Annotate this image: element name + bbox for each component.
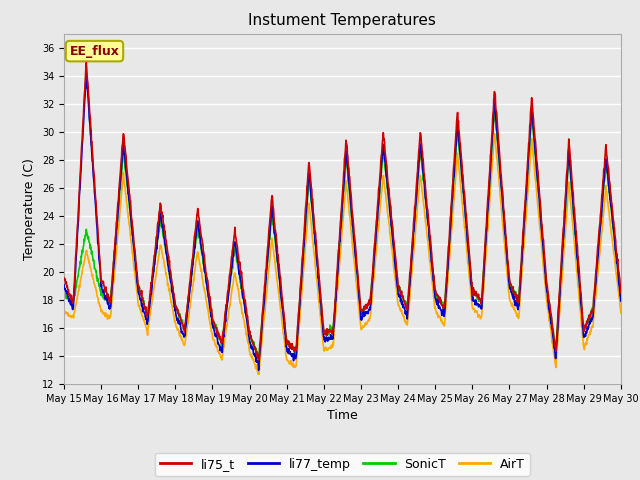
SonicT <box>617 293 625 299</box>
li77_temp <box>617 298 625 304</box>
SonicT <box>297 286 305 291</box>
SonicT <box>60 295 68 300</box>
SonicT <box>253 355 261 361</box>
AirT <box>103 312 111 317</box>
li77_temp <box>126 206 134 212</box>
li75_t <box>104 294 111 300</box>
Y-axis label: Temperature (C): Temperature (C) <box>23 158 36 260</box>
AirT <box>308 231 316 237</box>
AirT <box>378 194 385 200</box>
li77_temp <box>83 70 90 76</box>
li75_t <box>319 314 326 320</box>
Title: Instument Temperatures: Instument Temperatures <box>248 13 436 28</box>
li77_temp <box>104 300 111 306</box>
li75_t <box>617 289 625 295</box>
Text: EE_flux: EE_flux <box>70 45 120 58</box>
AirT <box>617 310 625 315</box>
Line: SonicT: SonicT <box>64 109 621 358</box>
SonicT <box>318 313 326 319</box>
li75_t <box>126 199 134 205</box>
Line: li75_t: li75_t <box>64 63 621 360</box>
AirT <box>60 310 68 315</box>
SonicT <box>308 208 316 214</box>
li75_t <box>60 275 68 281</box>
AirT <box>491 131 499 136</box>
Line: AirT: AirT <box>64 133 621 374</box>
li75_t <box>297 277 305 283</box>
li77_temp <box>319 322 326 327</box>
AirT <box>318 331 326 337</box>
li77_temp <box>297 286 305 292</box>
Line: li77_temp: li77_temp <box>64 73 621 370</box>
li75_t <box>83 60 90 66</box>
li75_t <box>378 151 385 157</box>
AirT <box>297 305 305 311</box>
SonicT <box>126 206 134 212</box>
SonicT <box>491 106 499 112</box>
li75_t <box>308 196 316 202</box>
X-axis label: Time: Time <box>327 409 358 422</box>
li75_t <box>255 357 263 363</box>
li77_temp <box>255 367 262 373</box>
li77_temp <box>378 161 385 167</box>
AirT <box>126 225 134 231</box>
li77_temp <box>308 207 316 213</box>
Legend: li75_t, li77_temp, SonicT, AirT: li75_t, li77_temp, SonicT, AirT <box>155 453 530 476</box>
AirT <box>255 372 262 377</box>
li77_temp <box>60 282 68 288</box>
SonicT <box>103 296 111 302</box>
SonicT <box>378 171 385 177</box>
